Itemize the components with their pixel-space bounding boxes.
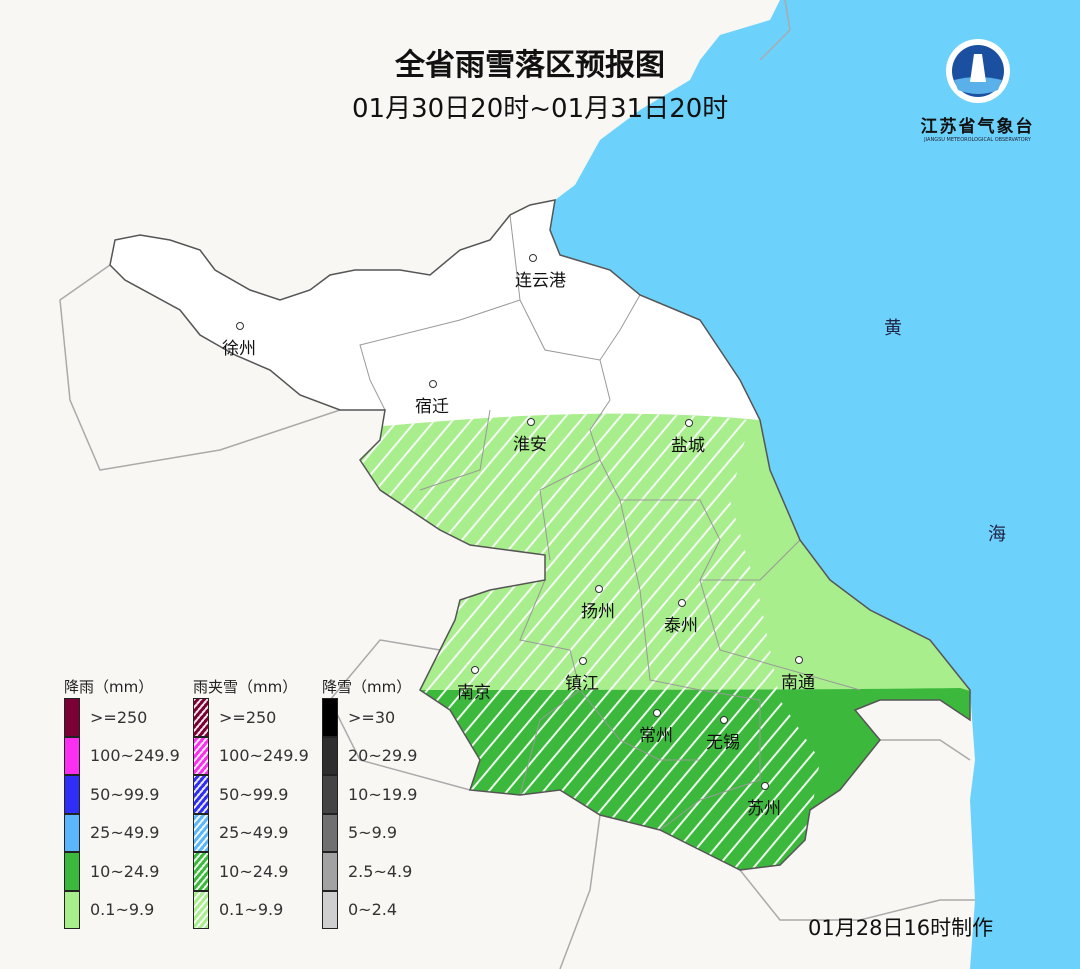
legend-rain: 降雨（mm） >=250 100~249.9 50~99.9 25~49.9 10~24… xyxy=(64,676,180,929)
legend-item: 0~2.4 xyxy=(322,890,417,929)
city-label: 扬州 xyxy=(581,602,615,622)
city-label: 泰州 xyxy=(664,616,698,636)
legend-item: >=30 xyxy=(322,698,417,737)
city-label: 常州 xyxy=(639,726,673,746)
sea-label: 海 xyxy=(988,524,1006,545)
legend-label: 0.1~9.9 xyxy=(219,900,284,920)
city-marker-icon xyxy=(527,418,535,426)
city-label: 无锡 xyxy=(706,733,740,753)
legend-item: 25~49.9 xyxy=(64,813,180,852)
city-marker-icon xyxy=(678,599,686,607)
city-marker-icon xyxy=(471,666,479,674)
city-marker-icon xyxy=(720,716,728,724)
city-label: 镇江 xyxy=(565,674,599,694)
legend-label: >=250 xyxy=(90,707,148,727)
legend-title: 降雨（mm） xyxy=(64,678,154,696)
legend-item: 10~19.9 xyxy=(322,775,417,814)
city-label: 苏州 xyxy=(747,799,781,819)
legend-label: 10~24.9 xyxy=(90,861,160,881)
city-label: 南通 xyxy=(781,673,815,693)
legend-snow: 降雪（mm） >=30 20~29.9 10~19.9 5~9.9 2.5~4.9 0~2… xyxy=(322,676,417,929)
legend-title: 降雪（mm） xyxy=(322,678,412,696)
legend-title: 雨夹雪（mm） xyxy=(193,678,298,696)
legend-swatch xyxy=(64,698,80,737)
legend-label: 10~19.9 xyxy=(348,784,418,804)
legend-swatch xyxy=(322,813,338,852)
city-label: 连云港 xyxy=(515,271,566,291)
city-marker-icon xyxy=(795,656,803,664)
legend-swatch xyxy=(193,813,209,852)
legend-item: 2.5~4.9 xyxy=(322,852,417,891)
legend-item: >=250 xyxy=(193,698,309,737)
legend-swatch xyxy=(193,775,209,814)
legend-label: 25~49.9 xyxy=(219,823,289,843)
sea-label: 黄 xyxy=(884,318,902,339)
legend-item: 0.1~9.9 xyxy=(193,890,309,929)
legend-label: 20~29.9 xyxy=(348,746,418,766)
legend-label: 2.5~4.9 xyxy=(348,861,413,881)
legend-label: 50~99.9 xyxy=(219,784,289,804)
city-marker-icon xyxy=(685,419,693,427)
legend-swatch xyxy=(322,852,338,891)
legend-item: 0.1~9.9 xyxy=(64,890,180,929)
logo-name: 江苏省气象台 xyxy=(920,117,1035,137)
legend-swatch xyxy=(193,852,209,891)
legend-item: >=250 xyxy=(64,698,180,737)
legend-label: 50~99.9 xyxy=(90,784,160,804)
city-label: 南京 xyxy=(457,683,491,703)
legend-label: 0~2.4 xyxy=(348,900,398,920)
legend-label: >=30 xyxy=(348,707,396,727)
sea-area xyxy=(550,0,1080,969)
logo-emblem-icon xyxy=(945,39,1010,103)
legend-swatch xyxy=(193,736,209,775)
county-boundaries xyxy=(359,214,861,831)
city-marker-icon xyxy=(579,657,587,665)
legend-label: 100~249.9 xyxy=(219,746,309,766)
map-subtitle: 01月30日20时~01月31日20时 xyxy=(352,94,729,124)
city-marker-icon xyxy=(595,585,603,593)
legend-item: 100~249.9 xyxy=(193,736,309,775)
legend-item: 50~99.9 xyxy=(64,775,180,814)
legend-item: 10~24.9 xyxy=(193,852,309,891)
city-marker-icon xyxy=(653,709,661,717)
legend-label: 0.1~9.9 xyxy=(90,900,155,920)
city-label: 宿迁 xyxy=(415,397,449,417)
legend-swatch xyxy=(322,775,338,814)
map-title: 全省雨雪落区预报图 xyxy=(395,48,665,83)
legend-label: 5~9.9 xyxy=(348,823,398,843)
city-label: 淮安 xyxy=(513,435,547,455)
legend-swatch xyxy=(64,813,80,852)
legend-swatch xyxy=(64,736,80,775)
neighbor-boundaries xyxy=(59,0,975,969)
legend-swatch xyxy=(64,775,80,814)
legend-item: 20~29.9 xyxy=(322,736,418,775)
legend-swatch xyxy=(64,852,80,891)
legend-label: >=250 xyxy=(219,707,277,727)
city-marker-icon xyxy=(236,322,244,330)
legend-label: 100~249.9 xyxy=(90,746,180,766)
legend-item: 25~49.9 xyxy=(193,813,309,852)
legend-label: 10~24.9 xyxy=(219,861,289,881)
city-marker-icon xyxy=(761,782,769,790)
observatory-logo: 江苏省气象台 JIANGSU METEOROLOGICAL OBSERVATOR… xyxy=(905,38,1050,143)
legend-swatch xyxy=(193,890,209,929)
legend-swatch xyxy=(322,890,338,929)
city-label: 徐州 xyxy=(222,339,256,359)
logo-english: JIANGSU METEOROLOGICAL OBSERVATORY xyxy=(924,137,1031,143)
city-label: 盐城 xyxy=(671,436,705,456)
legend-swatch xyxy=(193,698,209,737)
legend-sleet: 雨夹雪（mm） >=250 100~249.9 50~99.9 25~49.9 10~2… xyxy=(193,676,309,929)
legend-item: 10~24.9 xyxy=(64,852,180,891)
legend-swatch xyxy=(322,698,338,737)
legend-item: 100~249.9 xyxy=(64,736,180,775)
legend-swatch xyxy=(322,736,338,775)
legend-item: 50~99.9 xyxy=(193,775,309,814)
legend-swatch xyxy=(64,890,80,929)
issue-time: 01月28日16时制作 xyxy=(808,916,994,940)
legend-label: 25~49.9 xyxy=(90,823,160,843)
legend-item: 5~9.9 xyxy=(322,813,417,852)
city-marker-icon xyxy=(529,254,537,262)
city-marker-icon xyxy=(429,380,437,388)
